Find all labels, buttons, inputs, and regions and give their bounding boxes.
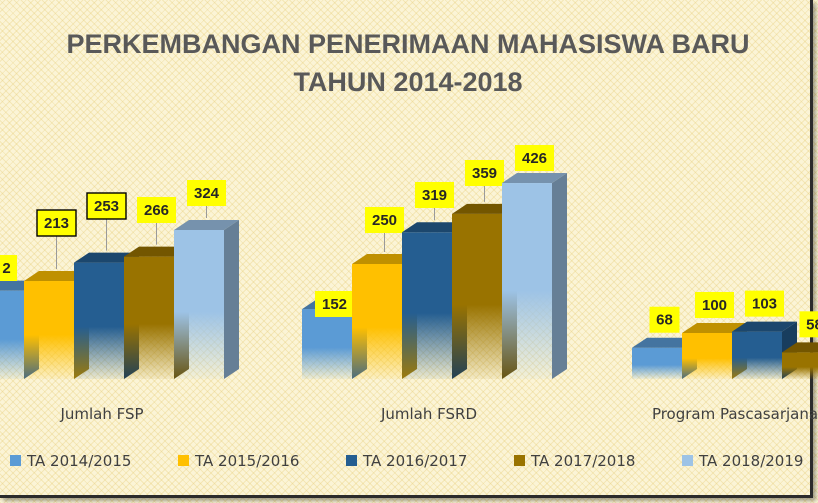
data-label: 426 — [522, 150, 547, 167]
data-label: 253 — [94, 198, 119, 215]
data-label-box — [695, 292, 734, 318]
legend-label: TA 2016/2017 — [362, 452, 467, 470]
legend-item: TA 2017/2018 — [514, 452, 635, 470]
bar-top — [174, 219, 239, 230]
bar-top — [452, 203, 517, 214]
bar-front — [24, 281, 74, 379]
legend-item: TA 2015/2016 — [178, 452, 299, 470]
bar-2-5: 426 — [502, 145, 567, 379]
legend-label: TA 2014/2015 — [26, 452, 131, 470]
bar-front — [352, 264, 402, 379]
data-label-box — [187, 180, 226, 206]
data-label-box — [137, 197, 176, 223]
bar-top — [124, 246, 189, 257]
bar-3-4: 58 — [782, 311, 818, 379]
bar-front — [782, 352, 818, 379]
legend-item: TA 2018/2019 — [682, 452, 803, 470]
data-label: 359 — [472, 165, 497, 182]
legend: TA 2014/2015 TA 2015/2016 TA 2016/2017 TA 2… — [10, 452, 803, 470]
category-labels: Jumlah FSP Jumlah FSRD Program Pascasarjan… — [59, 405, 818, 423]
legend-swatch — [514, 455, 525, 466]
legend-label: TA 2018/2019 — [698, 452, 803, 470]
data-label: 100 — [702, 297, 727, 314]
legend-swatch — [346, 455, 357, 466]
bar-front — [402, 232, 452, 379]
data-label: 2 — [2, 260, 10, 277]
bar-side — [552, 173, 567, 379]
bar-top — [402, 222, 467, 233]
bar-1-5: 324 — [174, 180, 239, 379]
bar-top — [352, 254, 417, 264]
data-label: 213 — [44, 215, 69, 232]
bar-front — [124, 256, 174, 379]
data-label: 58 — [806, 316, 818, 333]
data-label: 250 — [372, 212, 397, 229]
data-label-box — [365, 207, 404, 233]
legend-swatch — [10, 455, 21, 466]
legend-item: TA 2016/2017 — [346, 452, 467, 470]
data-label: 152 — [322, 296, 347, 313]
data-label: 324 — [194, 185, 220, 202]
category-label: Jumlah FSRD — [380, 405, 477, 423]
data-label-box — [745, 290, 784, 317]
bar-front — [732, 331, 782, 379]
legend-item: TA 2014/2015 — [10, 452, 131, 470]
bar-top — [74, 252, 139, 263]
data-label: 266 — [144, 202, 169, 219]
category-label: Program Pascasarjana — [652, 405, 818, 423]
data-label: 68 — [656, 312, 673, 329]
data-label-box — [465, 160, 504, 186]
chart-subtitle: TAHUN 2014-2018 — [293, 67, 522, 97]
bar-top — [782, 342, 818, 353]
bar-front — [302, 309, 352, 379]
bars-layer: 2 213 253 266 324 152 250 319 359 426 68 100 103 58 — [0, 145, 818, 379]
bar-top — [24, 271, 89, 282]
data-label-box — [799, 311, 818, 338]
bar-top — [632, 337, 697, 348]
chart-title: PERKEMBANGAN PENERIMAAN MAHASISWA BARU — [66, 29, 749, 59]
data-label-box — [515, 145, 554, 171]
data-label: 319 — [422, 187, 447, 204]
legend-label: TA 2017/2018 — [530, 452, 635, 470]
bar-front — [632, 347, 682, 379]
bar-front — [682, 333, 732, 379]
bar-front — [174, 229, 224, 379]
data-label: 103 — [752, 296, 777, 313]
data-label-box — [86, 192, 127, 220]
bar-front — [74, 262, 124, 379]
data-label-box — [0, 255, 17, 281]
bar-top — [502, 173, 567, 184]
bar-front — [0, 290, 24, 379]
legend-swatch — [178, 455, 189, 466]
legend-swatch — [682, 455, 693, 466]
bar-top — [682, 323, 747, 333]
bar-front — [502, 183, 552, 379]
data-label-box — [315, 291, 354, 317]
data-label-box — [36, 209, 77, 237]
data-label-box — [649, 306, 680, 333]
bar-front — [452, 213, 502, 379]
category-label: Jumlah FSP — [59, 405, 143, 423]
legend-label: TA 2015/2016 — [194, 452, 299, 470]
bar-top — [732, 321, 797, 332]
data-label-box — [415, 182, 454, 208]
bar-side — [224, 219, 239, 379]
